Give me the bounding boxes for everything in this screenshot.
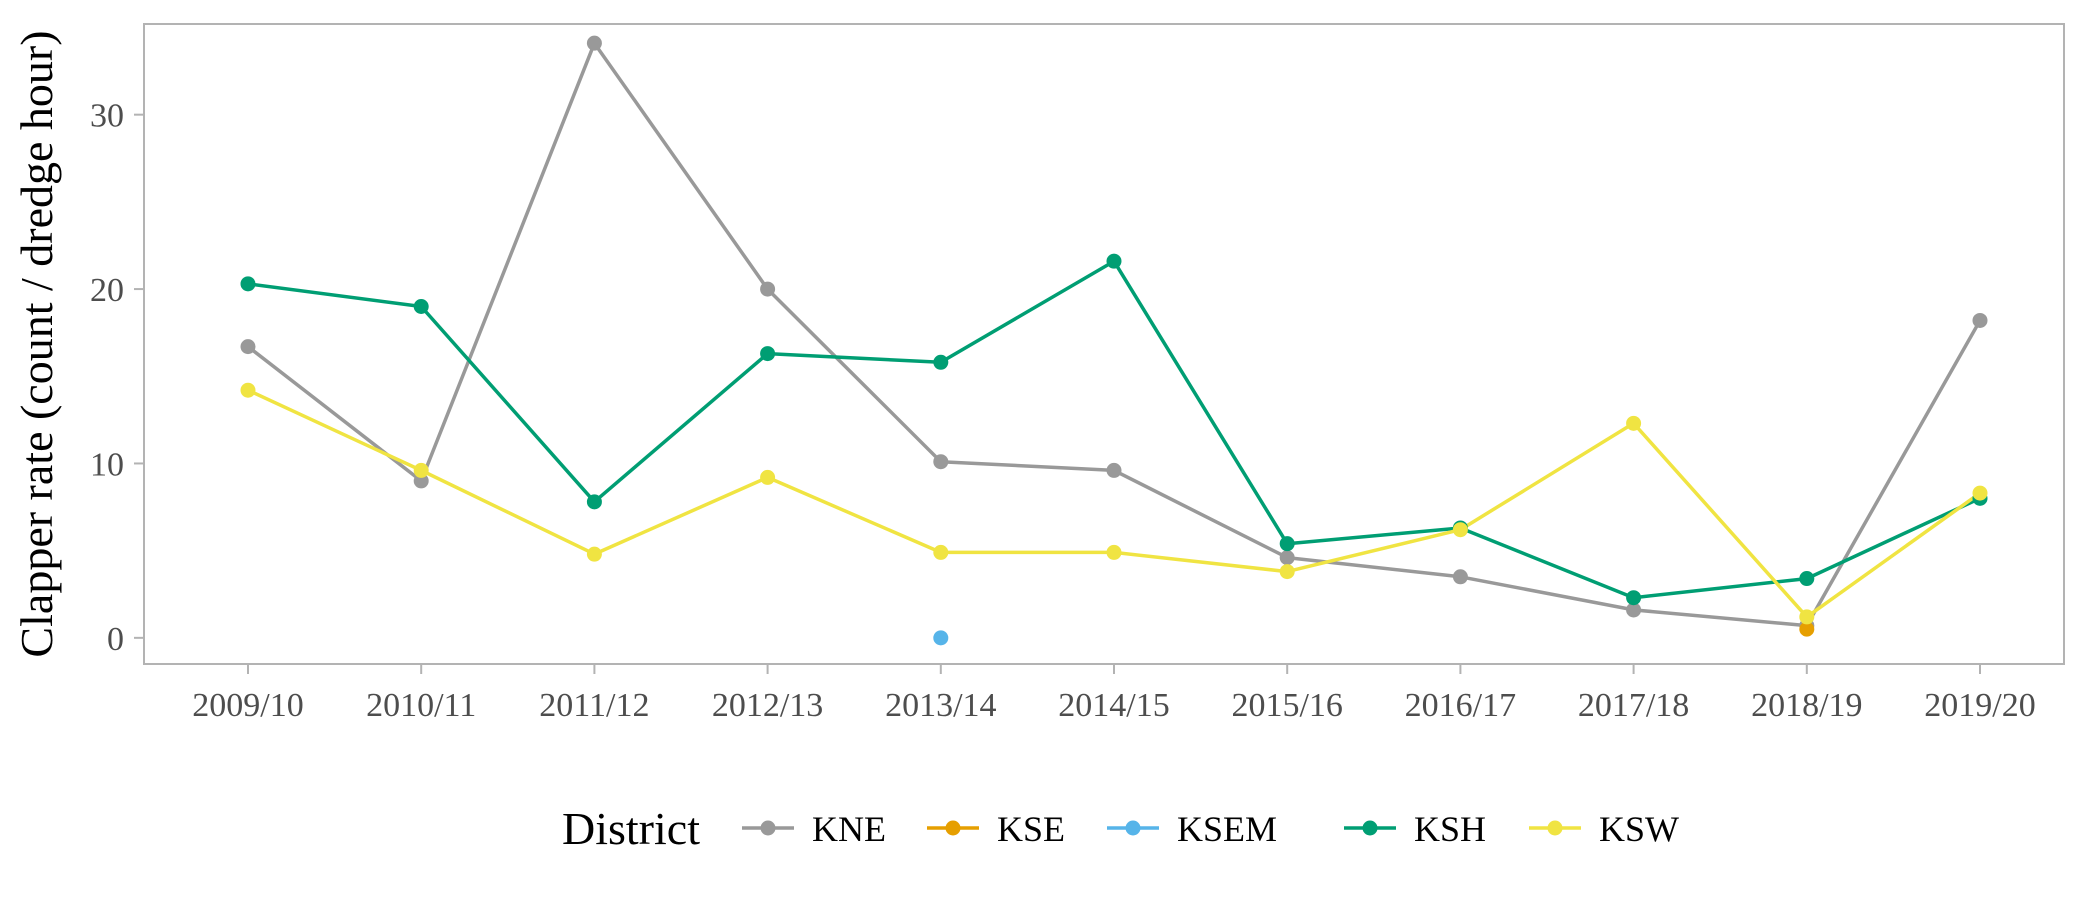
data-point-kse: [1799, 621, 1815, 637]
data-point-ksh: [413, 299, 429, 315]
data-point-ksw: [1106, 544, 1122, 560]
y-tick-label: 10: [90, 446, 124, 483]
data-point-ksem: [933, 630, 949, 646]
series-points: [240, 35, 1988, 646]
data-point-kne: [760, 281, 776, 297]
x-tick-label: 2013/14: [885, 687, 996, 724]
data-point-ksh: [1626, 590, 1642, 606]
data-point-ksh: [1106, 253, 1122, 269]
data-point-ksw: [240, 382, 256, 398]
series-lines: [246, 41, 1982, 628]
data-point-kne: [1279, 550, 1295, 566]
legend-item-kne: KNE: [742, 809, 886, 849]
legend-item-ksw: KSW: [1529, 809, 1679, 849]
y-tick-label: 0: [107, 621, 124, 658]
x-tick-label: 2009/10: [192, 687, 303, 724]
y-axis-title: Clapper rate (count / dredge hour): [11, 30, 62, 657]
data-point-ksw: [933, 544, 949, 560]
x-tick-label: 2012/13: [712, 687, 823, 724]
data-point-ksw: [1452, 522, 1468, 538]
legend-key-point: [1362, 820, 1378, 836]
plot-panel-border: [143, 23, 2065, 665]
data-point-kne: [586, 35, 602, 51]
data-point-ksw: [586, 546, 602, 562]
legend-label: KSE: [997, 809, 1065, 849]
x-tick-label: 2016/17: [1405, 687, 1516, 724]
x-tick-label: 2015/16: [1231, 687, 1342, 724]
data-point-ksw: [413, 462, 429, 478]
data-point-ksw: [1279, 564, 1295, 580]
x-tick-label: 2018/19: [1751, 687, 1862, 724]
legend-label: KSH: [1414, 809, 1486, 849]
legend-label: KSEM: [1177, 809, 1277, 849]
data-point-kne: [1626, 602, 1642, 618]
legend-label: KNE: [812, 809, 886, 849]
y-axis: 0 10 20 30: [90, 98, 144, 658]
data-point-kne: [413, 473, 429, 489]
x-tick-label: 2017/18: [1578, 687, 1689, 724]
data-point-kne: [1106, 462, 1122, 478]
legend-label: KSW: [1599, 809, 1679, 849]
data-point-kne: [1452, 569, 1468, 585]
data-point-kne: [933, 454, 949, 470]
data-point-ksw: [760, 469, 776, 485]
data-point-kne: [240, 339, 256, 355]
data-point-ksh: [1799, 571, 1815, 587]
data-point-ksw: [1799, 609, 1815, 625]
data-point-kne: [1972, 312, 1988, 328]
data-point-ksh: [1279, 536, 1295, 552]
legend-key-point: [1125, 820, 1141, 836]
x-tick-label: 2010/11: [366, 687, 476, 724]
legend-item-ksem: KSEM: [1107, 809, 1277, 849]
x-tick-label: 2014/15: [1058, 687, 1169, 724]
data-point-ksh: [240, 276, 256, 292]
data-point-ksh: [760, 346, 776, 362]
data-point-ksh: [586, 494, 602, 510]
x-tick-label: 2011/12: [539, 687, 649, 724]
data-point-ksw: [1972, 485, 1988, 501]
y-tick-label: 30: [90, 98, 124, 135]
legend-key-point: [945, 820, 961, 836]
legend-title: District: [562, 803, 700, 854]
data-point-ksw: [1626, 415, 1642, 431]
legend-item-kse: KSE: [927, 809, 1065, 849]
data-point-ksh: [933, 354, 949, 370]
series-line-kne: [246, 41, 1982, 628]
legend: District KNE KSE KSEM KSH KSW: [562, 803, 1679, 854]
series-line-ksw: [247, 388, 1982, 619]
legend-key-point: [1547, 820, 1563, 836]
legend-item-ksh: KSH: [1344, 809, 1486, 849]
x-tick-label: 2019/20: [1924, 687, 2035, 724]
x-axis: 2009/10 2010/11 2011/12 2012/13 2013/14 2014/…: [192, 664, 2036, 724]
y-tick-label: 20: [90, 272, 124, 309]
legend-key-point: [760, 820, 776, 836]
